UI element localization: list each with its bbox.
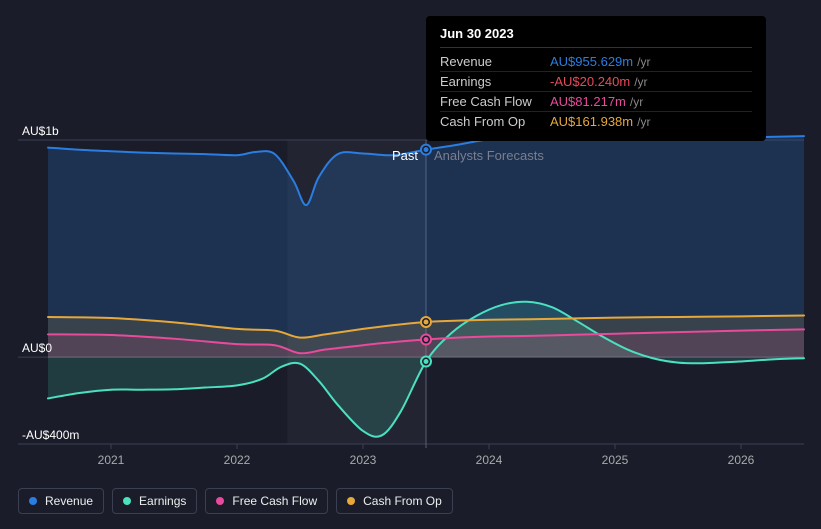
- section-label: Past: [392, 148, 418, 163]
- legend-dot-icon: [347, 497, 355, 505]
- x-axis-label: 2025: [602, 453, 629, 467]
- tooltip-unit: /yr: [634, 75, 647, 89]
- legend-label: Cash From Op: [363, 494, 442, 508]
- y-axis-label: -AU$400m: [22, 428, 79, 442]
- tooltip-row: Free Cash FlowAU$81.217m/yr: [440, 92, 752, 112]
- tooltip-unit: /yr: [630, 95, 643, 109]
- section-label: Analysts Forecasts: [434, 148, 544, 163]
- chart-legend: Revenue Earnings Free Cash Flow Cash From O…: [18, 488, 453, 514]
- legend-dot-icon: [123, 497, 131, 505]
- tooltip-value: -AU$20.240m: [550, 74, 630, 89]
- legend-label: Earnings: [139, 494, 186, 508]
- tooltip-label: Free Cash Flow: [440, 94, 550, 109]
- legend-dot-icon: [216, 497, 224, 505]
- tooltip-row: Cash From OpAU$161.938m/yr: [440, 112, 752, 131]
- tooltip-unit: /yr: [637, 55, 650, 69]
- legend-item-free_cash_flow[interactable]: Free Cash Flow: [205, 488, 328, 514]
- legend-item-revenue[interactable]: Revenue: [18, 488, 104, 514]
- legend-label: Revenue: [45, 494, 93, 508]
- tooltip-row: RevenueAU$955.629m/yr: [440, 52, 752, 72]
- y-axis-label: AU$0: [22, 341, 52, 355]
- tooltip-label: Cash From Op: [440, 114, 550, 129]
- tooltip-label: Earnings: [440, 74, 550, 89]
- x-axis-label: 2021: [98, 453, 125, 467]
- x-axis-label: 2023: [350, 453, 377, 467]
- x-axis-label: 2026: [728, 453, 755, 467]
- legend-label: Free Cash Flow: [232, 494, 317, 508]
- y-axis-label: AU$1b: [22, 124, 59, 138]
- tooltip-unit: /yr: [637, 115, 650, 129]
- tooltip-value: AU$161.938m: [550, 114, 633, 129]
- x-axis-label: 2024: [476, 453, 503, 467]
- tooltip-date: Jun 30 2023: [440, 26, 752, 48]
- tooltip-row: Earnings-AU$20.240m/yr: [440, 72, 752, 92]
- tooltip-value: AU$81.217m: [550, 94, 626, 109]
- tooltip-label: Revenue: [440, 54, 550, 69]
- tooltip-value: AU$955.629m: [550, 54, 633, 69]
- legend-item-earnings[interactable]: Earnings: [112, 488, 197, 514]
- legend-dot-icon: [29, 497, 37, 505]
- legend-item-cash_from_op[interactable]: Cash From Op: [336, 488, 453, 514]
- chart-tooltip: Jun 30 2023 RevenueAU$955.629m/yrEarning…: [426, 16, 766, 141]
- x-axis-label: 2022: [224, 453, 251, 467]
